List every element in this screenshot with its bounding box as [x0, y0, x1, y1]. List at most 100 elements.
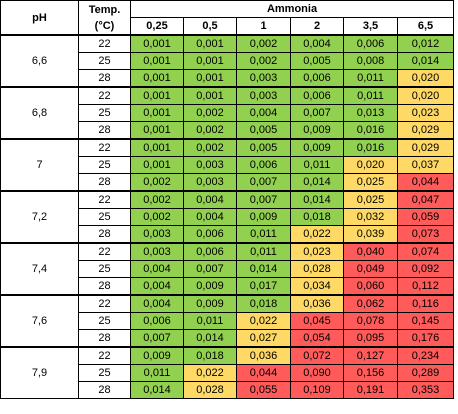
value-cell: 0,012: [397, 34, 454, 53]
value-cell: 0,008: [343, 52, 398, 70]
value-cell: 0,014: [130, 381, 184, 399]
table-row: 25 0,011 0,022 0,044 0,090 0,156 0,289: [1, 364, 454, 382]
value-cell: 0,044: [397, 173, 454, 192]
value-cell: 0,073: [397, 225, 454, 244]
value-cell: 0,074: [397, 242, 454, 261]
value-cell: 0,014: [290, 190, 344, 209]
value-cell: 0,001: [130, 86, 184, 105]
table-row: 7,2 22 0,002 0,004 0,007 0,014 0,025 0,047: [0, 190, 454, 244]
value-cell: 0,034: [290, 277, 344, 296]
value-cell: 0,004: [130, 260, 184, 278]
value-cell: 0,003: [236, 86, 291, 105]
value-cell: 0,001: [130, 138, 184, 157]
value-cell: 0,014: [397, 52, 454, 70]
value-cell: 0,018: [236, 294, 291, 313]
value-cell: 0,353: [397, 381, 454, 399]
value-cell: 0,109: [290, 381, 344, 399]
value-cell: 0,003: [183, 173, 237, 192]
temp-header-line1: Temp.: [88, 3, 121, 16]
value-cell: 0,006: [130, 312, 184, 330]
temp-header-line2: (°C): [94, 19, 115, 32]
value-cell: 0,023: [397, 104, 454, 122]
value-cell: 0,029: [397, 138, 454, 157]
value-cell: 0,002: [130, 173, 184, 192]
temp-cell: 22: [78, 86, 131, 105]
value-cell: 0,011: [290, 156, 344, 174]
value-cell: 0,007: [183, 260, 237, 278]
value-cell: 0,005: [236, 138, 291, 157]
value-cell: 0,003: [236, 69, 291, 88]
value-cell: 0,001: [130, 34, 184, 53]
table-row: 7,6 22 0,004 0,009 0,018 0,036 0,062 0,116: [0, 294, 454, 348]
value-cell: 0,007: [236, 173, 291, 192]
value-cell: 0,007: [236, 190, 291, 209]
ammonia-table: pH Temp. (°C) Ammonia 0,25 0,5 1 2 3,5 6…: [0, 0, 454, 399]
value-cell: 0,020: [343, 156, 398, 174]
value-cell: 0,002: [183, 138, 237, 157]
temp-cell: 22: [78, 242, 131, 261]
value-cell: 0,014: [236, 260, 291, 278]
value-cell: 0,004: [130, 277, 184, 296]
value-cell: 0,060: [343, 277, 398, 296]
table-row: 28 0,007 0,014 0,027 0,054 0,095 0,176: [1, 329, 454, 348]
value-cell: 0,011: [343, 69, 398, 88]
value-cell: 0,001: [130, 121, 184, 140]
value-cell: 0,002: [130, 190, 184, 209]
value-cell: 0,037: [397, 156, 454, 174]
value-cell: 0,062: [343, 294, 398, 313]
value-cell: 0,018: [290, 208, 344, 226]
value-cell: 0,011: [343, 86, 398, 105]
value-cell: 0,095: [343, 329, 398, 348]
value-cell: 0,029: [397, 121, 454, 140]
table-row: 28 0,001 0,002 0,005 0,009 0,016 0,029: [1, 121, 454, 140]
value-cell: 0,004: [290, 34, 344, 53]
value-cell: 0,036: [236, 346, 291, 365]
value-cell: 0,025: [343, 190, 398, 209]
value-cell: 0,016: [343, 121, 398, 140]
value-cell: 0,002: [236, 52, 291, 70]
value-cell: 0,005: [290, 52, 344, 70]
table-row: 28 0,004 0,009 0,017 0,034 0,060 0,112: [1, 277, 454, 296]
value-cell: 0,022: [236, 312, 291, 330]
table-row: 6,8 22 0,001 0,001 0,003 0,006 0,011 0,020: [0, 86, 454, 140]
value-cell: 0,001: [183, 34, 237, 53]
value-cell: 0,055: [236, 381, 291, 399]
value-cell: 0,004: [183, 190, 237, 209]
temp-cell: 22: [78, 34, 131, 53]
value-cell: 0,014: [290, 173, 344, 192]
value-cell: 0,004: [183, 208, 237, 226]
value-cell: 0,234: [397, 346, 454, 365]
ph-cell: 7,4: [0, 242, 79, 296]
temp-cell: 25: [78, 260, 131, 278]
value-cell: 0,176: [397, 329, 454, 348]
ph-cell: 7,2: [0, 190, 79, 244]
table-row: 7,9 22 0,009 0,018 0,036 0,072 0,127 0,234: [0, 346, 454, 399]
ph-cell: 7,6: [0, 294, 79, 348]
temp-cell: 28: [78, 69, 131, 88]
value-cell: 0,044: [236, 364, 291, 382]
concentration-header: 0,25: [130, 17, 184, 36]
value-cell: 0,020: [397, 69, 454, 88]
value-cell: 0,002: [183, 104, 237, 122]
value-cell: 0,001: [183, 52, 237, 70]
value-cell: 0,006: [236, 156, 291, 174]
temp-cell: 25: [78, 364, 131, 382]
value-cell: 0,006: [183, 242, 237, 261]
value-cell: 0,001: [183, 86, 237, 105]
value-cell: 0,011: [236, 242, 291, 261]
table-row: 25 0,001 0,003 0,006 0,011 0,020 0,037: [1, 156, 454, 174]
value-cell: 0,156: [343, 364, 398, 382]
value-cell: 0,002: [130, 208, 184, 226]
value-cell: 0,009: [236, 208, 291, 226]
value-cell: 0,011: [130, 364, 184, 382]
temp-cell: 22: [78, 190, 131, 209]
temp-cell: 28: [78, 329, 131, 348]
value-cell: 0,289: [397, 364, 454, 382]
ph-header: pH: [0, 0, 79, 36]
value-cell: 0,009: [183, 277, 237, 296]
value-cell: 0,001: [183, 69, 237, 88]
value-cell: 0,028: [290, 260, 344, 278]
value-cell: 0,007: [130, 329, 184, 348]
value-cell: 0,054: [290, 329, 344, 348]
concentration-header: 2: [290, 17, 344, 36]
